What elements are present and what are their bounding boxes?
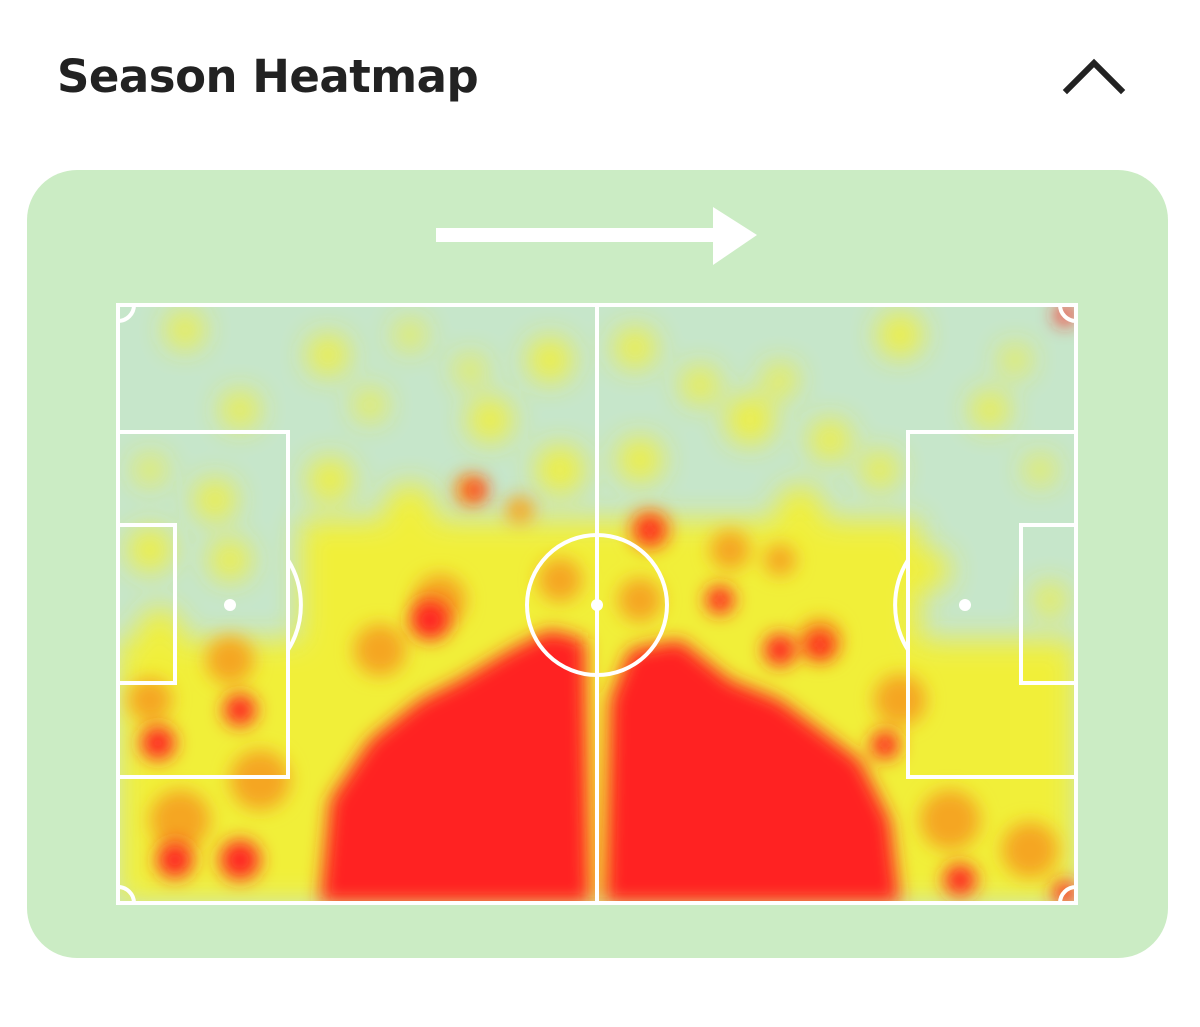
direction-arrow	[436, 207, 757, 265]
pitch-spots	[224, 599, 971, 611]
collapse-button[interactable]	[1060, 55, 1130, 100]
section-title: Season Heatmap	[57, 50, 479, 103]
chevron-icon	[1062, 58, 1126, 95]
pitch-lines	[116, 303, 1078, 905]
